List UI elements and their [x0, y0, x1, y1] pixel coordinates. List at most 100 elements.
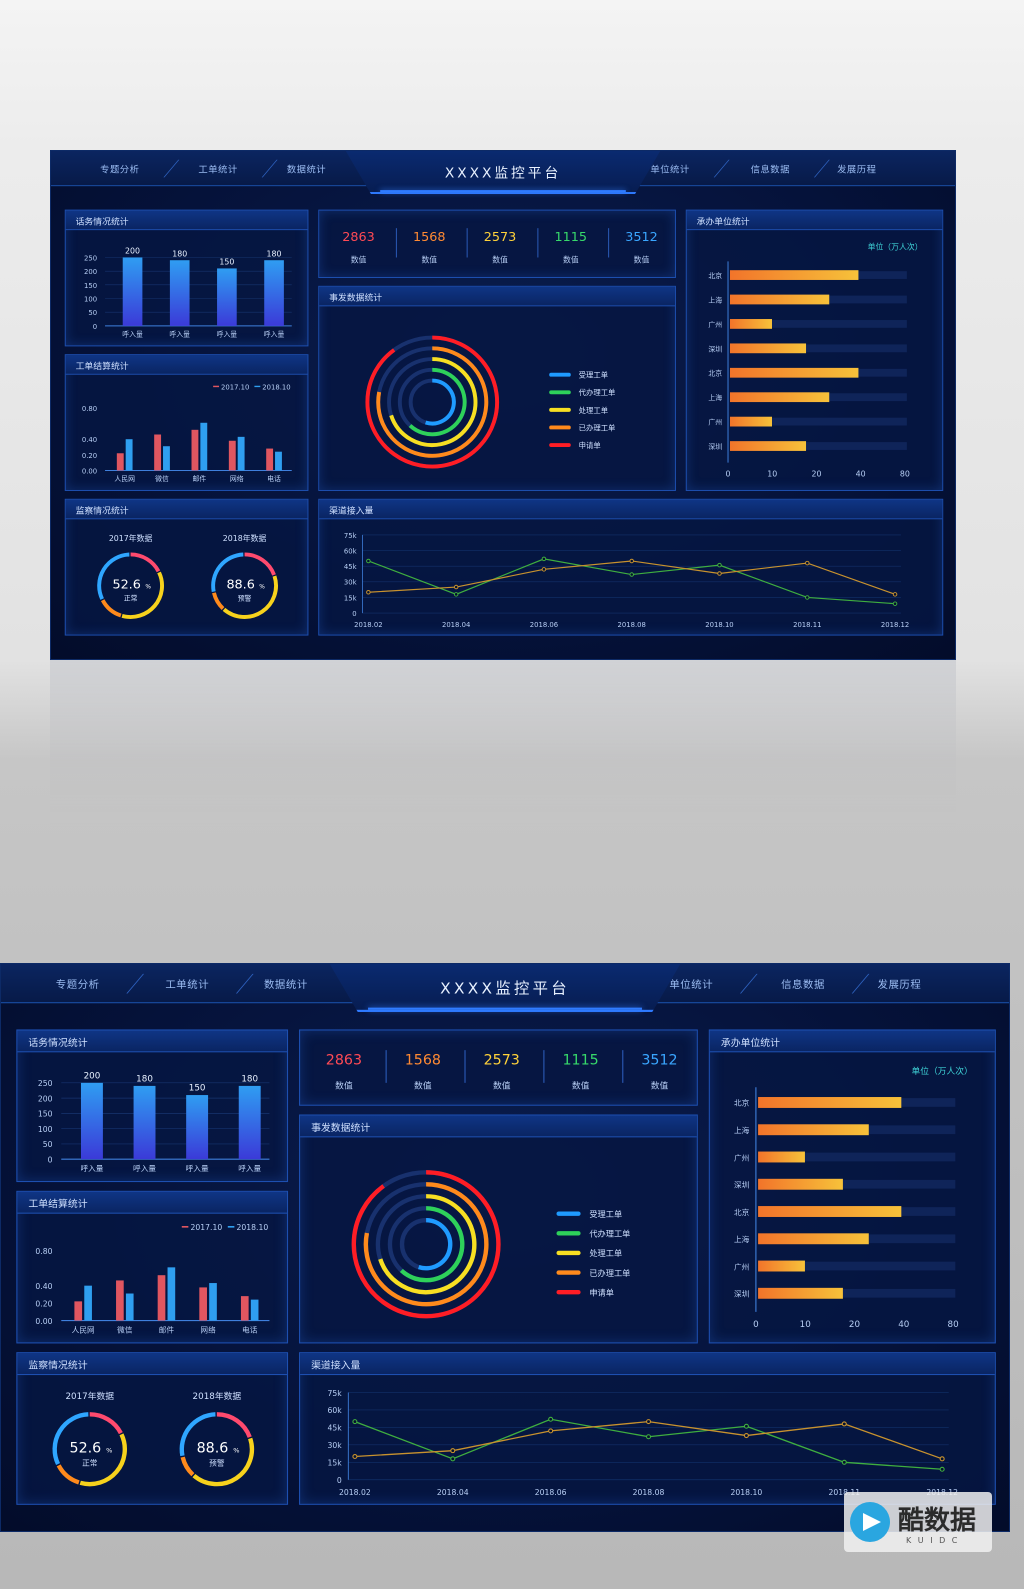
ring-arc	[417, 1218, 453, 1271]
panel-call-stats: 话务情况统计 250 200 150 100 50 0 200 呼入量 180 呼入量 150 呼入量 1…	[16, 1029, 289, 1183]
bar	[116, 453, 124, 471]
y-tick-label: 50	[43, 1140, 53, 1149]
y-tick-label: 上海	[734, 1125, 750, 1135]
nav-divider	[739, 973, 758, 994]
x-tick-label: 邮件	[159, 1325, 175, 1335]
y-tick-label: 北京	[734, 1098, 750, 1108]
gauge-unit: %	[106, 1447, 112, 1455]
stat-label: 数值	[414, 1080, 432, 1091]
data-point	[892, 601, 898, 606]
title-plate: XXXX监控平台	[345, 151, 661, 194]
x-tick-label: 呼入量	[133, 1163, 156, 1173]
data-point	[805, 595, 810, 600]
data-point	[352, 1419, 358, 1425]
gauge-segment	[100, 599, 122, 618]
panel-header: 工单结算统计	[65, 355, 308, 375]
nav-item-right-0[interactable]: 单位统计	[650, 164, 690, 176]
bar	[275, 451, 282, 471]
nav-item-right-2[interactable]: 发展历程	[837, 164, 877, 176]
stat-label: 数值	[571, 1080, 590, 1091]
y-tick-label: 100	[84, 295, 97, 303]
y-tick-label: 0	[352, 610, 356, 618]
y-tick-label: 0.80	[82, 405, 97, 413]
gauge-unit: %	[145, 585, 151, 591]
legend-swatch	[556, 1250, 581, 1256]
stat-divider	[385, 1050, 387, 1083]
nav-item-left-0[interactable]: 专题分析	[100, 164, 140, 176]
bar-data-label: 200	[84, 1072, 101, 1082]
ticket-stats-chart: 2017.10 2018.10 0.80 0.40 0.20 0.00 人民网 微信 邮件 网络 电…	[35, 1223, 270, 1335]
nav-item-left-2[interactable]: 数据统计	[263, 979, 308, 992]
stat-label: 数值	[350, 255, 367, 265]
bar	[122, 257, 143, 326]
nav-item-right-1[interactable]: 信息数据	[750, 164, 790, 176]
panel-header: 渠道接入量	[319, 499, 943, 520]
gauge-segment	[89, 1412, 123, 1435]
unit-caption: 单位（万人次）	[868, 242, 923, 252]
bar	[80, 1082, 103, 1160]
bar	[729, 294, 830, 305]
bar	[154, 434, 162, 471]
bar	[264, 260, 284, 326]
nav-item-right-1[interactable]: 信息数据	[781, 979, 825, 992]
panel-call-stats: 话务情况统计 250 200 150 100 50 0 200 呼入量 180 呼入量 150 呼入量 1…	[64, 209, 309, 347]
bar	[125, 439, 133, 471]
legend-swatch	[556, 1231, 581, 1236]
y-tick-label: 0.00	[35, 1317, 52, 1326]
data-point	[717, 562, 722, 568]
stat-label: 数值	[492, 255, 508, 265]
x-tick-label: 呼入量	[238, 1163, 261, 1173]
y-tick-label: 北京	[708, 369, 722, 378]
stat-label: 数值	[421, 255, 438, 265]
bar	[125, 1293, 134, 1321]
data-point	[743, 1433, 749, 1439]
bar	[240, 1296, 249, 1321]
x-tick-label: 电话	[267, 474, 281, 483]
gauge-title: 2018年数据	[193, 1390, 242, 1402]
nav-item-left-1[interactable]: 工单统计	[198, 164, 238, 176]
gauge-segment	[130, 552, 161, 573]
y-tick-label: 60k	[328, 1406, 343, 1415]
panel-inspection-stats: 监察情况统计 2017年数据 52.6% 正常 2018年数据 88.6% 预警	[16, 1352, 289, 1505]
panel-stat-strip: 2863 数值 1568 数值 2573 数值 1115 数值 3512 数值	[299, 1029, 698, 1106]
bar-track	[729, 417, 907, 426]
y-tick-label: 100	[38, 1125, 53, 1134]
nav-item-left-2[interactable]: 数据统计	[286, 164, 327, 176]
bar	[228, 440, 236, 471]
stat-divider	[622, 1050, 624, 1083]
data-point	[629, 558, 634, 564]
data-point	[646, 1419, 652, 1425]
ring-arc	[351, 1170, 501, 1319]
y-tick-label: 上海	[708, 295, 722, 304]
y-tick-label: 深圳	[734, 1180, 749, 1190]
panel-unit-stats: 承办单位统计 单位（万人次） 北京 上海 广州 深圳 北京 上海 广州 深圳 0 10 20 40 80	[685, 209, 944, 491]
gauge-status-label: 正常	[124, 593, 138, 602]
nav-item-left-0[interactable]: 专题分析	[55, 979, 100, 992]
gauge-segment	[222, 575, 278, 619]
x-tick-label: 呼入量	[169, 330, 190, 339]
bar-data-label: 150	[219, 258, 234, 267]
legend-label: 已办理工单	[589, 1268, 630, 1278]
panel-title: 承办单位统计	[720, 1038, 781, 1050]
x-tick-label: 0	[726, 469, 731, 478]
gauge-segment	[192, 1437, 255, 1487]
data-point	[453, 584, 459, 590]
bar-track	[758, 1288, 956, 1298]
inspection-gauges: 2017年数据 52.6 % 正常 2018年数据 88.6 % 预警	[97, 533, 278, 619]
watermark-logo: 酷数据 K U I D C	[844, 1492, 992, 1552]
bar	[758, 1178, 843, 1190]
panel-ticket-stats: 工单结算统计 2017.10 2018.10 0.80 0.40 0.20 0.00 人民网 微…	[16, 1190, 289, 1344]
title-underline	[368, 1007, 642, 1010]
gauge-segment	[97, 552, 130, 600]
nav-item-left-1[interactable]: 工单统计	[165, 979, 210, 992]
stat-divider	[464, 1050, 466, 1083]
panel-header: 监察情况统计	[17, 1353, 287, 1376]
x-tick-label: 2018.10	[731, 1488, 763, 1497]
nav-item-right-0[interactable]: 单位统计	[669, 979, 714, 992]
nav-item-right-2[interactable]: 发展历程	[877, 979, 922, 992]
y-tick-label: 15k	[328, 1459, 343, 1468]
legend-label: 处理工单	[579, 406, 608, 415]
y-tick-label: 150	[84, 282, 97, 290]
